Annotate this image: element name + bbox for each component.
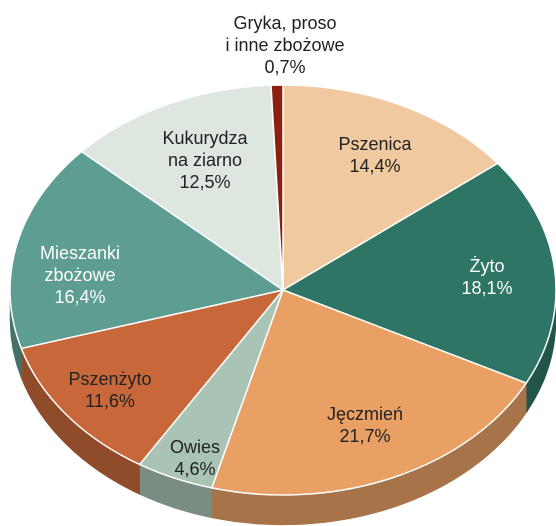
slice-label: Kukurydza na ziarno 12,5% <box>162 127 247 193</box>
value-label: 0,7% <box>264 57 306 77</box>
value-label: 4,6% <box>174 459 216 479</box>
category-label: Pszenica <box>338 134 412 154</box>
slice-label: Mieszanki zbożowe 16,4% <box>40 242 120 308</box>
slice-label: Pszenżyto 11,6% <box>68 368 151 412</box>
slice <box>20 288 285 466</box>
value-label: 16,4% <box>54 287 106 307</box>
category-label: Mieszanki zbożowe <box>39 243 121 285</box>
slice <box>270 84 284 291</box>
slice <box>282 84 499 292</box>
slice-label: Żyto 18,1% <box>461 255 512 299</box>
value-label: 18,1% <box>461 278 513 298</box>
slice-label: Owies 4,6% <box>170 436 220 480</box>
category-label: Owies <box>169 437 221 457</box>
slice <box>80 84 284 292</box>
value-label: 14,4% <box>349 156 401 176</box>
slice-label: Gryka, proso i inne zbożowe 0,7% <box>225 12 344 78</box>
slice <box>281 162 556 384</box>
category-label: Pszenżyto <box>68 369 152 389</box>
value-label: 11,6% <box>85 391 135 411</box>
slice-label: Pszenica 14,4% <box>338 133 411 177</box>
value-label: 21,7% <box>339 426 391 446</box>
slice <box>210 289 528 496</box>
value-label: 12,5% <box>179 172 231 192</box>
category-label: Jęczmień <box>326 404 404 424</box>
category-label: Gryka, proso i inne zbożowe <box>225 13 345 55</box>
category-label: Kukurydza na ziarno <box>162 128 248 170</box>
slice <box>9 150 285 350</box>
category-label: Żyto <box>469 256 505 276</box>
slice-label: Jęczmień 21,7% <box>327 403 403 447</box>
